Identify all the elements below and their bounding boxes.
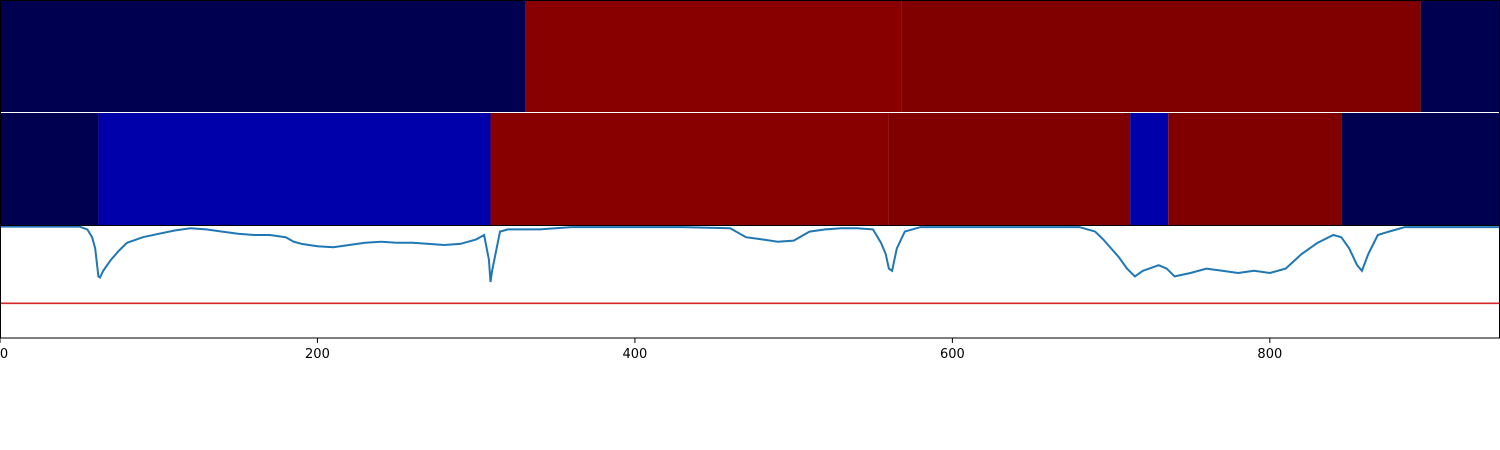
- segment-1-5: [1168, 113, 1342, 225]
- x-tick-label: 800: [1257, 347, 1282, 362]
- segment-1-6: [1341, 113, 1500, 225]
- segment-1-4: [1130, 113, 1169, 225]
- signal-line: [0, 225, 1500, 283]
- segment-1-2: [490, 113, 889, 225]
- signal-panel: [0, 225, 1500, 305]
- segment-band-middle: [0, 113, 1500, 225]
- segment-1-0: [0, 113, 99, 225]
- segment-band-top: [0, 0, 1500, 112]
- x-tick-label: 200: [305, 347, 330, 362]
- x-tick-label: 400: [623, 347, 648, 362]
- segment-0-3: [1420, 0, 1500, 112]
- segment-0-0: [0, 0, 526, 112]
- x-axis: 0 200 400 600 800: [0, 338, 1282, 362]
- x-tick-label: 0: [0, 347, 8, 362]
- segment-1-1: [98, 113, 491, 225]
- segment-1-3: [888, 113, 1131, 225]
- segment-0-2: [901, 0, 1421, 112]
- segment-0-1: [525, 0, 902, 112]
- x-tick-label: 600: [940, 347, 965, 362]
